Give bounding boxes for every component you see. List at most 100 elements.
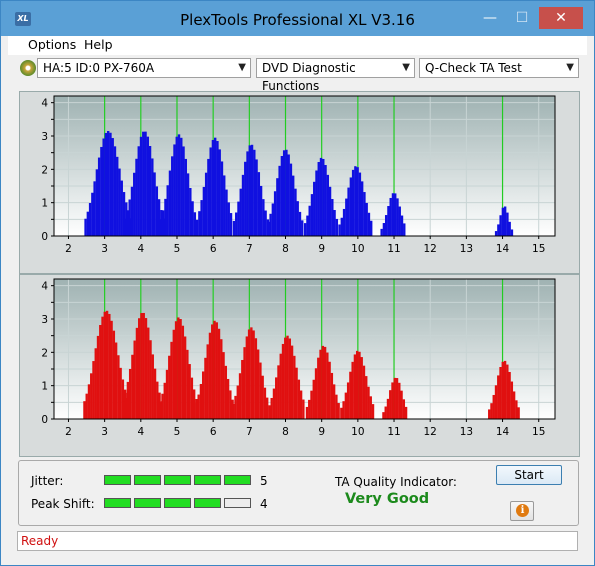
histogram-bar: [255, 159, 258, 236]
histogram-bar: [501, 361, 505, 419]
histogram-bar: [142, 131, 145, 236]
histogram-bar: [342, 208, 346, 236]
histogram-bar: [192, 389, 196, 419]
info-button[interactable]: i: [510, 501, 534, 521]
histogram-bar: [103, 311, 107, 419]
jitter-label: Jitter:: [31, 474, 64, 488]
histogram-bar: [106, 131, 110, 236]
histogram-bar: [126, 210, 129, 236]
histogram-bar: [200, 200, 203, 236]
histogram-bar: [202, 186, 206, 236]
histogram-bar: [291, 175, 295, 236]
histogram-bar: [97, 157, 101, 236]
histogram-bar: [313, 181, 316, 236]
histogram-bar: [262, 199, 265, 236]
histogram-bar: [328, 186, 332, 236]
histogram-bar: [382, 223, 386, 236]
x-tick-label: 13: [460, 243, 473, 255]
histogram-bar: [323, 346, 327, 419]
peak-shift-meter: [104, 498, 256, 509]
histogram-bar: [289, 163, 293, 236]
histogram-bar: [389, 390, 392, 419]
x-tick-label: 2: [65, 426, 72, 438]
peak-shift-meter-segment: [134, 498, 161, 508]
histogram-bar: [305, 406, 309, 419]
histogram-bar: [174, 321, 178, 419]
x-tick-label: 10: [351, 243, 364, 255]
maximize-button[interactable]: ☐: [515, 10, 529, 26]
x-tick-label: 12: [424, 426, 437, 438]
histogram-bar: [508, 371, 511, 419]
histogram-bar: [168, 355, 171, 419]
histogram-bar: [340, 407, 343, 419]
histogram-bar: [120, 180, 123, 236]
histogram-bar: [116, 156, 119, 236]
histogram-bar: [297, 379, 301, 419]
test-select-value: Q-Check TA Test: [425, 61, 522, 75]
histogram-bar: [232, 220, 236, 236]
histogram-bar: [197, 394, 200, 419]
histogram-bar: [110, 320, 113, 419]
histogram-bar: [86, 211, 90, 236]
menu-help[interactable]: Help: [84, 37, 113, 52]
histogram-bar: [506, 212, 509, 236]
histogram-bar: [211, 324, 214, 419]
histogram-bar: [398, 206, 401, 236]
histogram-bar: [310, 194, 314, 236]
histogram-bar: [330, 372, 334, 419]
close-button[interactable]: ✕: [539, 7, 583, 29]
histogram-bar: [402, 399, 406, 419]
x-tick-label: 4: [137, 243, 144, 255]
histogram-bar: [183, 336, 187, 419]
histogram-bar: [497, 224, 500, 236]
histogram-bar: [370, 220, 373, 236]
histogram-bar: [239, 188, 242, 236]
test-select[interactable]: Q-Check TA Test ▼: [419, 58, 579, 78]
histogram-bar: [365, 202, 368, 236]
histogram-bar: [296, 201, 299, 236]
histogram-bar: [367, 386, 370, 419]
histogram-bar: [189, 187, 192, 236]
histogram-bar: [159, 402, 162, 419]
histogram-bar: [280, 155, 284, 236]
function-select-value: DVD Diagnostic Functions: [262, 61, 356, 93]
histogram-bar: [83, 401, 86, 419]
histogram-bar: [302, 399, 305, 419]
function-select[interactable]: DVD Diagnostic Functions ▼: [256, 58, 415, 93]
x-tick-label: 6: [210, 426, 217, 438]
histogram-bar: [137, 146, 140, 236]
histogram-bar: [225, 189, 228, 236]
peak-shift-meter-segment: [104, 498, 131, 508]
histogram-bar: [156, 381, 159, 419]
menu-bar: Options Help: [8, 36, 587, 55]
histogram-bar: [146, 136, 149, 236]
histogram-bar: [306, 215, 309, 236]
histogram-bar: [503, 360, 507, 419]
x-tick-label: 13: [460, 426, 473, 438]
histogram-bar: [222, 352, 225, 419]
minimize-button[interactable]: —: [483, 10, 497, 26]
drive-select[interactable]: HA:5 ID:0 PX-760A ▼: [37, 58, 251, 78]
histogram-bar: [159, 219, 163, 236]
histogram-bar: [312, 379, 315, 419]
histogram-bar: [290, 345, 294, 419]
histogram-bar: [95, 169, 99, 236]
histogram-bar: [490, 403, 493, 419]
histogram-bar: [190, 377, 194, 419]
info-icon: i: [516, 504, 529, 517]
menu-options[interactable]: Options: [28, 37, 77, 52]
histogram-bar: [227, 202, 230, 236]
histogram-bar: [177, 317, 180, 419]
histogram-bar: [328, 361, 331, 419]
histogram-bar: [355, 350, 359, 419]
histogram-bar: [182, 146, 185, 236]
histogram-bar: [206, 344, 209, 419]
histogram-bar: [310, 390, 313, 419]
histogram-bar: [195, 402, 198, 419]
start-button[interactable]: Start: [496, 465, 562, 485]
histogram-bar: [241, 359, 244, 419]
histogram-bar: [186, 173, 190, 236]
histogram-bar: [349, 371, 352, 419]
title-bar[interactable]: XL PlexTools Professional XL V3.16 — ☐ ✕: [1, 1, 594, 36]
